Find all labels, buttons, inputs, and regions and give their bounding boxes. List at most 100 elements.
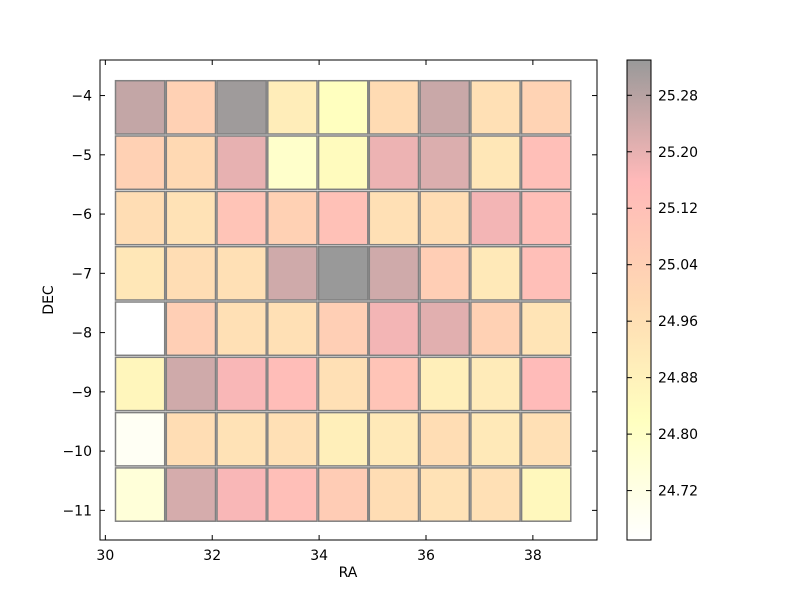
heatmap-cell [520,301,572,357]
heatmap-cell [419,245,471,301]
y-tick-label: −7 [71,266,92,282]
x-tick-label: 32 [203,548,221,564]
heatmap-cell [470,135,521,191]
heatmap-cell [470,356,521,412]
heatmap-cell [368,467,420,522]
heatmap-cell [165,467,217,522]
heatmap-cell [317,467,369,522]
heatmap-cell [165,301,217,357]
heatmap-cell [419,356,471,412]
colorbar-tick-label: 24.96 [658,314,698,330]
heatmap-cell [267,356,318,412]
heatmap-cell [114,79,166,135]
heatmap-cell [114,467,166,522]
x-tick-label: 30 [96,548,114,564]
heatmap-cell [267,411,318,467]
heatmap-cell [368,190,420,246]
colorbar-tick-label: 25.12 [658,201,698,217]
heatmap-cell [165,356,217,412]
heatmap-cell [419,190,471,246]
heatmap-cell [520,135,572,191]
heatmap-cell [216,79,267,135]
heatmap-cell [470,467,521,522]
colorbar [627,60,651,540]
heatmap-cell [368,79,420,135]
heatmap-cell [470,301,521,357]
heatmap-cell [419,301,471,357]
y-tick-label: −10 [62,444,92,460]
heatmap-cell [419,467,471,522]
heatmap-cell [368,245,420,301]
heatmap-cell [216,411,267,467]
heatmap-cell [520,467,572,522]
colorbar-ticks: 24.72 24.80 24.88 24.96 25.04 25.12 25.20 25.28 [627,88,698,500]
heatmap-cell [520,245,572,301]
heatmap-cell [470,79,521,135]
colorbar-tick-label: 25.28 [658,88,698,104]
heatmap-cell [165,190,217,246]
heatmap-cell [317,301,369,357]
heatmap-cell [165,135,217,191]
heatmap-cell [114,301,166,357]
heatmap-cell [368,356,420,412]
heatmap-cell [419,411,471,467]
heatmap-cell [317,245,369,301]
heatmap-cell [267,467,318,522]
x-tick-label: 36 [417,548,435,564]
heatmap-cell [317,79,369,135]
colorbar-frame [626,59,652,541]
heatmap-cell [216,135,267,191]
heatmap-cell [470,245,521,301]
x-axis-ticks: 30 32 34 36 38 [96,60,542,564]
heatmap-cell [419,135,471,191]
heatmap-cell [267,79,318,135]
x-tick-label: 38 [524,548,542,564]
colorbar-tick-label: 24.80 [658,427,698,443]
heatmap-cell [317,190,369,246]
heatmap-cell [216,245,267,301]
x-tick-label: 34 [310,548,328,564]
heatmap-cell [368,301,420,357]
x-axis-label: RA [339,565,358,581]
y-tick-label: −6 [71,207,92,223]
y-axis-label: DEC [41,285,57,315]
heatmap-cell [317,135,369,191]
heatmap-cell [368,411,420,467]
heatmap-cell [520,79,572,135]
heatmap-cell [368,135,420,191]
y-tick-label: −11 [62,503,92,519]
heatmap-cells [114,79,572,522]
heatmap-cell [317,356,369,412]
heatmap-cell [165,411,217,467]
heatmap-cell [114,411,166,467]
heatmap-cell [216,190,267,246]
colorbar-tick-label: 24.72 [658,484,698,500]
heatmap-cell [165,245,217,301]
heatmap-cell [165,79,217,135]
heatmap-cell [419,79,471,135]
heatmap-cell [114,245,166,301]
heatmap-cell [267,190,318,246]
heatmap-cell [470,190,521,246]
colorbar-tick-label: 24.88 [658,371,698,387]
heatmap-cell [267,245,318,301]
plot-frame [99,59,598,541]
heatmap-cell [267,135,318,191]
heatmap-cell [470,411,521,467]
y-axis-ticks: −4 −5 −6 −7 −8 −9 −10 −11 [62,89,597,519]
heatmap-cell [114,135,166,191]
colorbar-tick-label: 25.04 [658,258,698,274]
heatmap-cell [216,301,267,357]
heatmap-cell [520,190,572,246]
heatmap-cell [216,467,267,522]
y-tick-label: −5 [71,148,92,164]
y-tick-label: −8 [71,326,92,342]
heatmap-cell [114,190,166,246]
heatmap-cell [520,411,572,467]
y-tick-label: −4 [71,89,92,105]
heatmap-cell [114,356,166,412]
heatmap-cell [520,356,572,412]
colorbar-tick-label: 25.20 [658,145,698,161]
heatmap-cell [216,356,267,412]
